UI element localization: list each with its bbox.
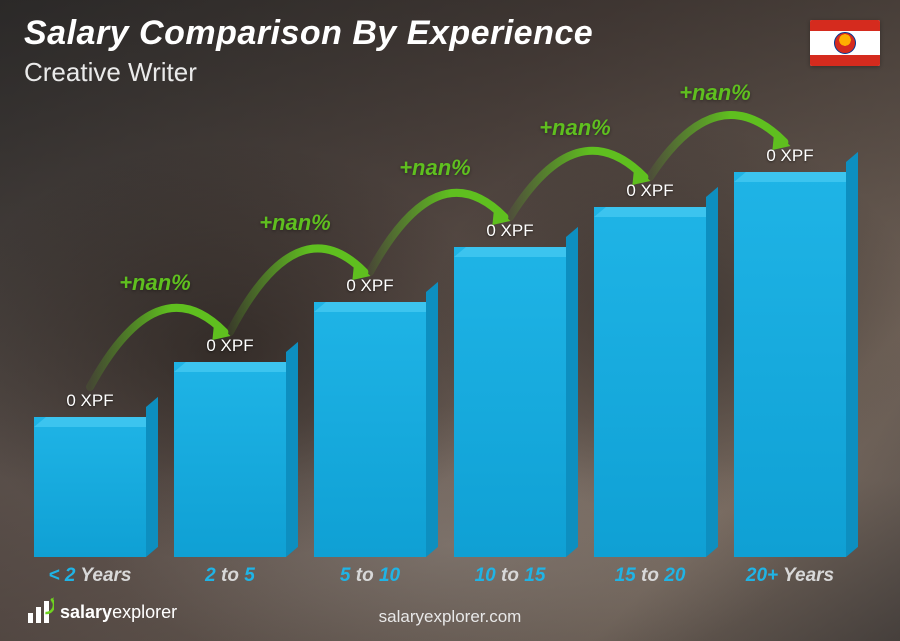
bar-value-label: 0 XPF bbox=[766, 146, 813, 166]
bar-value-label: 0 XPF bbox=[486, 221, 533, 241]
footer-url: salaryexplorer.com bbox=[379, 607, 522, 627]
increase-label: +nan% bbox=[399, 155, 471, 181]
bar-1: 0 XPF bbox=[174, 336, 286, 557]
bars-container: 0 XPF 0 XPF 0 XPF 0 XPF 0 XPF 0 XPF bbox=[24, 120, 856, 557]
x-label: 2 to 5 bbox=[174, 565, 286, 587]
chart-header: Salary Comparison By Experience Creative… bbox=[24, 14, 593, 88]
brand-name: salaryexplorer bbox=[60, 602, 177, 623]
increase-label: +nan% bbox=[259, 210, 331, 236]
bar-value-label: 0 XPF bbox=[626, 181, 673, 201]
increase-label: +nan% bbox=[119, 270, 191, 296]
x-label: 5 to 10 bbox=[314, 565, 426, 587]
chart-title: Salary Comparison By Experience bbox=[24, 14, 593, 53]
bar-value-label: 0 XPF bbox=[206, 336, 253, 356]
bar-3: 0 XPF bbox=[454, 221, 566, 557]
bar-value-label: 0 XPF bbox=[346, 276, 393, 296]
logo-icon bbox=[24, 597, 54, 627]
bar-value-label: 0 XPF bbox=[66, 391, 113, 411]
bar-2: 0 XPF bbox=[314, 276, 426, 557]
increase-label: +nan% bbox=[679, 80, 751, 106]
chart-subtitle: Creative Writer bbox=[24, 57, 593, 88]
x-label: 15 to 20 bbox=[594, 565, 706, 587]
brand-logo: salaryexplorer bbox=[24, 597, 177, 627]
bar-0: 0 XPF bbox=[34, 391, 146, 557]
country-flag bbox=[810, 20, 880, 66]
bar-chart: 0 XPF0 XPF0 XPF0 XPF0 XPF0 XPF < 2 Years… bbox=[24, 120, 856, 579]
x-label: 20+ Years bbox=[734, 565, 846, 587]
bar-5: 0 XPF bbox=[734, 146, 846, 557]
x-label: 10 to 15 bbox=[454, 565, 566, 587]
increase-label: +nan% bbox=[539, 115, 611, 141]
x-axis-labels: < 2 Years 2 to 5 5 to 10 10 to 15 15 to 20 20… bbox=[24, 565, 856, 587]
x-label: < 2 Years bbox=[34, 565, 146, 587]
bar-4: 0 XPF bbox=[594, 181, 706, 557]
